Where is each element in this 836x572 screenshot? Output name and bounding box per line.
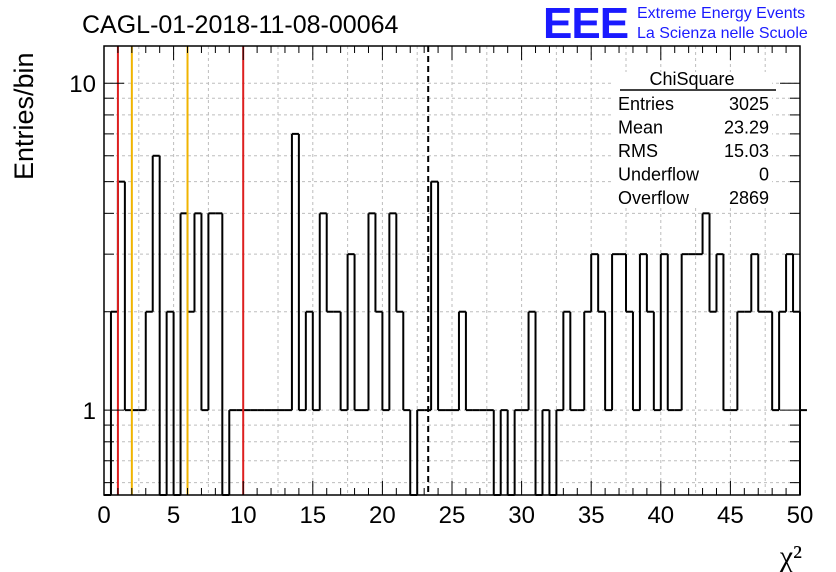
stats-title: ChiSquare [649, 69, 734, 89]
eee-logo: EEE [543, 0, 629, 48]
stats-label: Entries [618, 94, 674, 114]
y-axis-label: Entries/bin [9, 52, 39, 180]
stats-label: Underflow [618, 165, 700, 185]
chart-title: CAGL-01-2018-11-08-00064 [82, 11, 399, 39]
stats-value: 0 [759, 165, 769, 185]
x-tick-label: 0 [97, 502, 110, 529]
logo-tagline-1: Extreme Energy Events [637, 5, 806, 22]
histogram-bins [104, 132, 807, 496]
x-tick-label: 15 [299, 502, 326, 529]
x-axis-label: χ² [779, 540, 802, 572]
stats-value: 15.03 [724, 141, 769, 161]
stats-box: ChiSquare Entries 3025 Mean 23.29 RMS 15.03 Und… [612, 69, 776, 208]
x-tick-label: 45 [717, 502, 744, 529]
x-tick-label: 20 [369, 502, 396, 529]
x-tick-label: 25 [439, 502, 466, 529]
stats-label: Mean [618, 118, 663, 138]
stats-box-background [612, 72, 772, 206]
y-tick-label: 1 [83, 398, 96, 425]
y-tick-label: 10 [69, 71, 96, 98]
stats-value: 2869 [729, 188, 769, 208]
threshold-lines [116, 46, 430, 495]
stats-value: 23.29 [724, 118, 769, 138]
x-tick-label: 5 [167, 502, 180, 529]
logo-tagline-2: La Scienza nelle Scuole [637, 25, 808, 42]
stats-value: 3025 [729, 94, 769, 114]
x-axis-ticks: 0 5 10 15 20 25 30 35 40 45 50 [97, 46, 813, 529]
x-tick-label: 50 [787, 502, 814, 529]
stats-label: Overflow [618, 188, 690, 208]
stats-label: RMS [618, 141, 658, 161]
x-tick-label: 30 [508, 502, 535, 529]
x-tick-label: 10 [230, 502, 257, 529]
x-tick-label: 40 [647, 502, 674, 529]
y-axis-ticks: 1 10 [69, 71, 800, 484]
x-tick-label: 35 [578, 502, 605, 529]
